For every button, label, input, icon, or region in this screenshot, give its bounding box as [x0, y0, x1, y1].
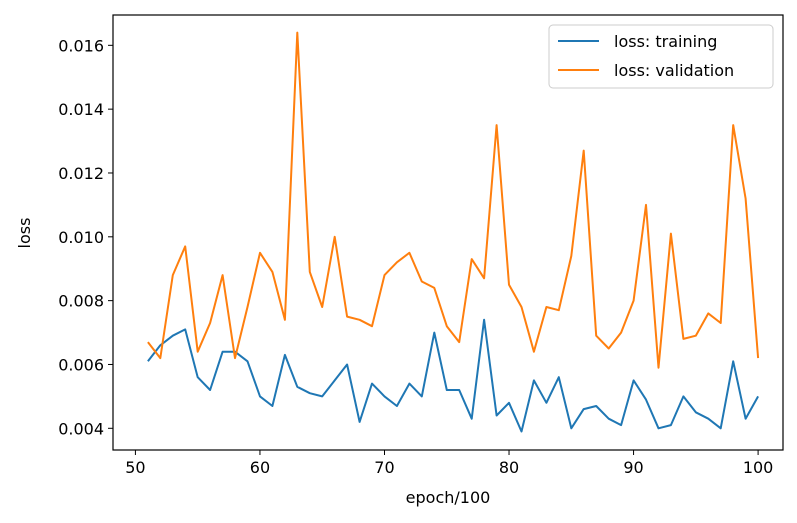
y-axis-label: loss — [15, 218, 34, 249]
y-tick-label: 0.008 — [58, 292, 104, 311]
x-tick-label: 50 — [125, 458, 145, 477]
y-tick-label: 0.016 — [58, 36, 104, 55]
x-tick-label: 80 — [499, 458, 519, 477]
plot-frame — [112, 14, 784, 451]
series-line-validation — [147, 31, 760, 369]
series-layer — [147, 31, 760, 433]
x-axis-label: epoch/100 — [406, 488, 491, 507]
y-tick-label: 0.012 — [58, 164, 104, 183]
legend-box — [548, 24, 774, 89]
x-tick-label: 100 — [743, 458, 774, 477]
legend-label: loss: validation — [614, 61, 734, 80]
legend-label: loss: training — [614, 32, 717, 51]
x-tick-label: 90 — [623, 458, 643, 477]
y-tick-label: 0.014 — [58, 100, 104, 119]
x-tick-label: 70 — [374, 458, 394, 477]
legend: loss: training loss: validation — [548, 24, 774, 89]
y-tick-label: 0.010 — [58, 228, 104, 247]
series-line-training — [147, 318, 759, 433]
y-axis-ticks: 0.004 0.006 0.008 0.010 0.012 0.014 0.016 — [58, 36, 113, 438]
x-axis-ticks: 50 60 70 80 90 100 — [125, 450, 773, 477]
y-tick-label: 0.006 — [58, 355, 104, 374]
x-tick-label: 60 — [250, 458, 270, 477]
y-tick-label: 0.004 — [58, 419, 104, 438]
